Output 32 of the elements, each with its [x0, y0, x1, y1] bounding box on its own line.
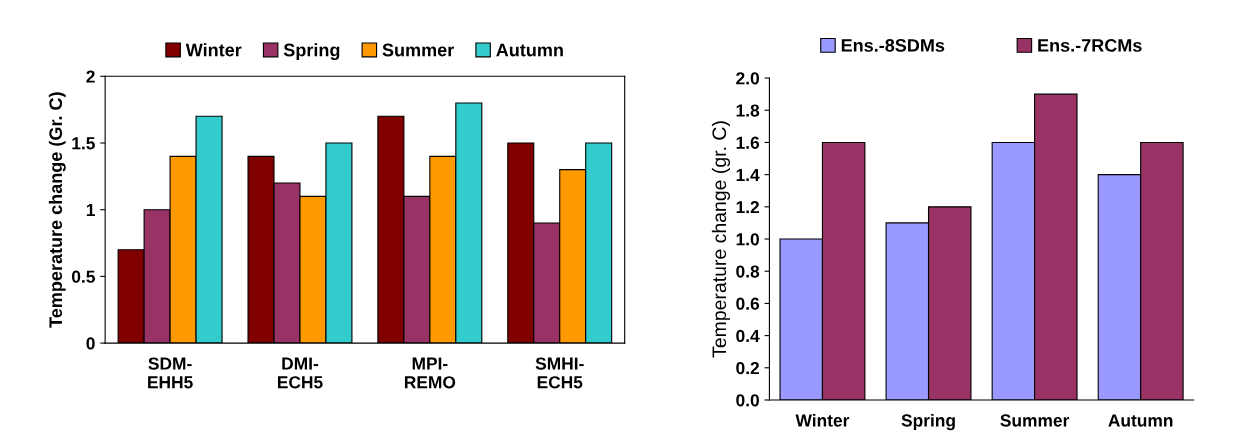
x-tick-label: Spring: [901, 413, 955, 431]
y-tick-label: 1.2: [736, 201, 759, 214]
legend-label: Ens.-8SDMs: [841, 39, 945, 52]
x-tick-label: SDM- EHH5: [148, 357, 193, 389]
x-tick-label: Autumn: [1108, 414, 1173, 427]
y-axis-title: Temperature change (Gr. C): [48, 92, 66, 328]
x-tick-label: Winter: [795, 413, 850, 427]
y-tick-label: 1.5: [72, 137, 95, 150]
y-tick-label: 2.0: [736, 72, 759, 85]
y-tick-label: 2: [86, 70, 95, 83]
y-tick-label: 1.6: [736, 136, 760, 149]
legend-label: Winter: [185, 43, 242, 57]
y-tick-label: 1: [86, 204, 95, 216]
x-tick-label: Summer: [1000, 414, 1070, 427]
y-axis-title: Temperature change (gr. C): [711, 121, 730, 358]
y-tick-label: 1.8: [736, 104, 760, 117]
x-tick-label: MPI- REMO: [404, 357, 456, 389]
legend-label: Ens.-7RCMs: [1038, 39, 1142, 52]
x-tick-label: SMHI- ECH5: [535, 357, 584, 389]
y-tick-label: 0: [86, 337, 95, 350]
legend-label: Spring: [283, 43, 340, 61]
y-tick-label: 0.0: [736, 394, 759, 407]
y-tick-label: 0.4: [736, 329, 760, 343]
y-tick-label: 0.2: [736, 361, 759, 375]
y-tick-label: 0.5: [71, 270, 95, 283]
x-tick-label: DMI- ECH5: [277, 357, 323, 389]
y-tick-label: 0.6: [736, 297, 760, 310]
y-tick-label: 1.4: [736, 168, 760, 181]
legend-label: Summer: [382, 43, 454, 57]
legend-label: Autumn: [496, 43, 563, 57]
y-tick-label: 1.0: [736, 233, 759, 246]
y-tick-label: 0.8: [736, 265, 760, 278]
